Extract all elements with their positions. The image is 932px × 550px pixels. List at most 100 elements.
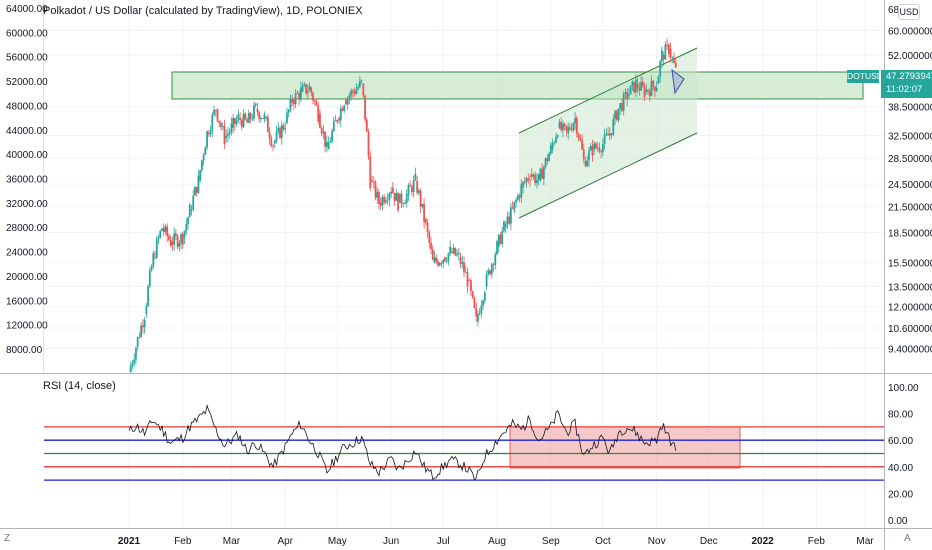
candle-body: [232, 118, 235, 128]
candle-body: [268, 132, 271, 139]
candle-body: [591, 145, 594, 156]
candle-body: [471, 291, 474, 298]
candle-body: [549, 145, 552, 154]
candle-body: [659, 61, 662, 77]
candle-body: [386, 199, 389, 201]
time-axis-label: Feb: [808, 536, 826, 547]
candle-body: [669, 48, 672, 58]
candle-body: [610, 133, 613, 135]
candle-body: [385, 200, 387, 203]
candle-body: [657, 76, 660, 84]
candle-body: [645, 89, 648, 92]
candle-body: [353, 91, 356, 94]
rsi-level-lines: [44, 426, 884, 481]
candle-body: [431, 249, 434, 260]
candle-body: [221, 125, 224, 127]
candle-body: [233, 118, 236, 124]
candle-body: [553, 142, 556, 144]
candle-body: [586, 160, 589, 167]
resistance-zone[interactable]: [171, 71, 864, 100]
candle-body: [421, 203, 424, 207]
candle-body: [667, 44, 670, 55]
time-axis-label: Oct: [595, 536, 611, 547]
candle-body: [270, 138, 273, 146]
candle-body: [228, 131, 231, 134]
candle-body: [438, 263, 441, 266]
candle-body: [298, 93, 301, 99]
candle-body: [489, 270, 491, 275]
candle-body: [301, 85, 304, 92]
candle-body: [664, 44, 667, 60]
candle-body: [239, 118, 241, 120]
candle-body: [254, 103, 257, 106]
candle-body: [423, 203, 425, 222]
candle-body: [475, 307, 478, 317]
candle-body: [211, 114, 214, 131]
candle-body: [286, 112, 288, 123]
candle-body: [548, 153, 550, 162]
candle-body: [168, 236, 170, 240]
candle-body: [558, 121, 561, 128]
candle-body: [148, 270, 151, 287]
time-axis-label: Jun: [383, 536, 399, 547]
candle-body: [303, 84, 306, 86]
candle-body: [223, 125, 226, 145]
candle-body: [544, 158, 547, 168]
candle-body: [534, 174, 537, 184]
channel-upper-line[interactable]: [518, 47, 698, 134]
candle-body: [310, 87, 313, 94]
candle-body: [327, 142, 330, 150]
candle-body: [529, 179, 531, 181]
candle-body: [463, 262, 465, 273]
candle-body: [634, 79, 637, 93]
triangle-pattern[interactable]: [671, 68, 685, 95]
candle-body: [518, 195, 521, 198]
time-axis-label: Jul: [437, 536, 450, 547]
candle-body: [331, 131, 333, 142]
candle-body: [527, 178, 530, 180]
candle-body: [374, 182, 377, 198]
right-price-axis[interactable]: 68.0 60.00000000 52.00000000 38.50000000 32.…: [888, 5, 932, 356]
candle-body: [261, 118, 264, 120]
currency-badge[interactable]: USD: [898, 4, 920, 20]
candle-body: [391, 187, 394, 193]
candle-body: [600, 151, 603, 153]
rsi-axis[interactable]: 100.00 80.00 60.00 40.00 20.00 0.00: [888, 383, 919, 527]
candle-body: [428, 232, 431, 243]
rsi-line[interactable]: [128, 403, 677, 481]
candle-body: [483, 292, 486, 301]
candle-body: [647, 89, 649, 92]
candle-body: [322, 131, 325, 134]
left-axis-label: 40000.00: [6, 150, 48, 161]
candle-body: [294, 92, 297, 105]
candle-body: [305, 84, 307, 94]
candle-body: [312, 93, 314, 101]
left-axis-label: 32000.00: [6, 199, 48, 210]
timezone-icon[interactable]: Z: [4, 533, 11, 544]
candle-body: [169, 239, 172, 247]
candle-body: [181, 234, 184, 245]
time-axis[interactable]: 2021 Feb Mar Apr May Jun Jul Aug Sep Oct Nov Dec 202…: [118, 536, 874, 547]
last-price-tag: 47.27939475 11:02:07: [881, 70, 932, 98]
candle-body: [185, 224, 188, 231]
candle-body: [435, 257, 438, 262]
channel-lower-line[interactable]: [518, 132, 698, 219]
candle-body: [133, 359, 136, 363]
candle-body: [605, 133, 608, 135]
candle-body: [563, 123, 566, 126]
candle-body: [336, 120, 339, 123]
candle-body: [596, 147, 599, 149]
countdown-timer: 11:02:07: [886, 84, 923, 95]
rsi-title: RSI (14, close): [43, 380, 116, 392]
candle-body: [490, 264, 493, 275]
candle-body: [626, 92, 629, 100]
candle-body: [365, 119, 368, 132]
candle-body: [622, 93, 625, 111]
auto-scale-icon[interactable]: A: [904, 533, 911, 544]
left-axis-label: 36000.00: [6, 175, 48, 186]
candle-body: [346, 97, 349, 105]
right-axis-label: 52.00000000: [888, 51, 932, 62]
candle-body: [593, 143, 596, 150]
candle-body: [213, 110, 215, 115]
candle-body: [207, 133, 210, 135]
